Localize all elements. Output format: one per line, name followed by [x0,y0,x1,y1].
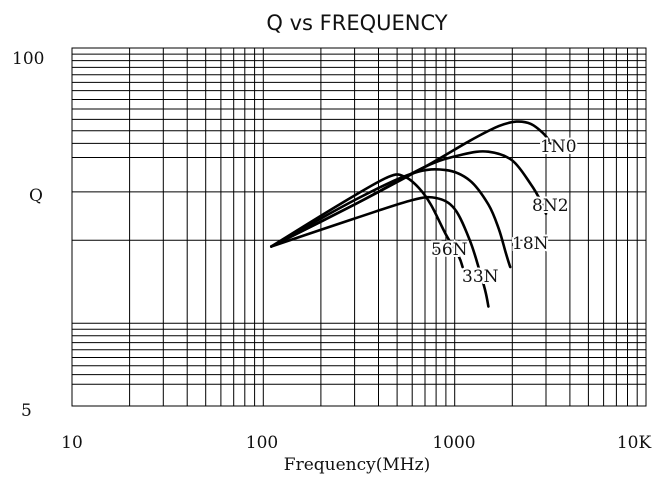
series-label-halo: 56N [431,240,468,260]
series-line-33n [270,195,490,308]
x-tick-label-100: 100 [246,433,278,453]
y-tick-label-5: 5 [21,401,32,421]
chart-grid [71,47,647,407]
x-tick-label-1000: 1000 [432,433,475,453]
series-line-18n [270,168,512,269]
x-tick-label-10k: 10K [617,433,652,453]
series-label-1n0: 1N0 [540,137,577,157]
series-line-56n [270,173,464,269]
series-label-8n2: 8N2 [532,196,569,216]
y-axis-label: Q [29,186,43,206]
series-lines [270,120,553,308]
x-tick-label-10: 10 [61,433,83,453]
plot-frame [71,47,647,407]
x-axis-label: Frequency(MHz) [284,455,430,475]
series-label-halo: 8N2 [532,196,569,216]
series-label-56n: 56N [431,240,468,260]
series-label-18n: 18N [512,234,549,254]
series-label-halo: 1N0 [540,137,577,157]
chart-title: Q vs FREQUENCY [266,11,447,35]
series-line-1n0 [270,120,553,248]
series-label-33n: 33N [462,267,499,287]
series-line-8n2 [270,150,548,248]
y-tick-label-100: 100 [12,49,44,69]
series-label-halo: 33N [462,267,499,287]
axis-ticks: 100 5 10 100 1000 10K [12,49,651,453]
series-label-halo: 18N [512,234,549,254]
